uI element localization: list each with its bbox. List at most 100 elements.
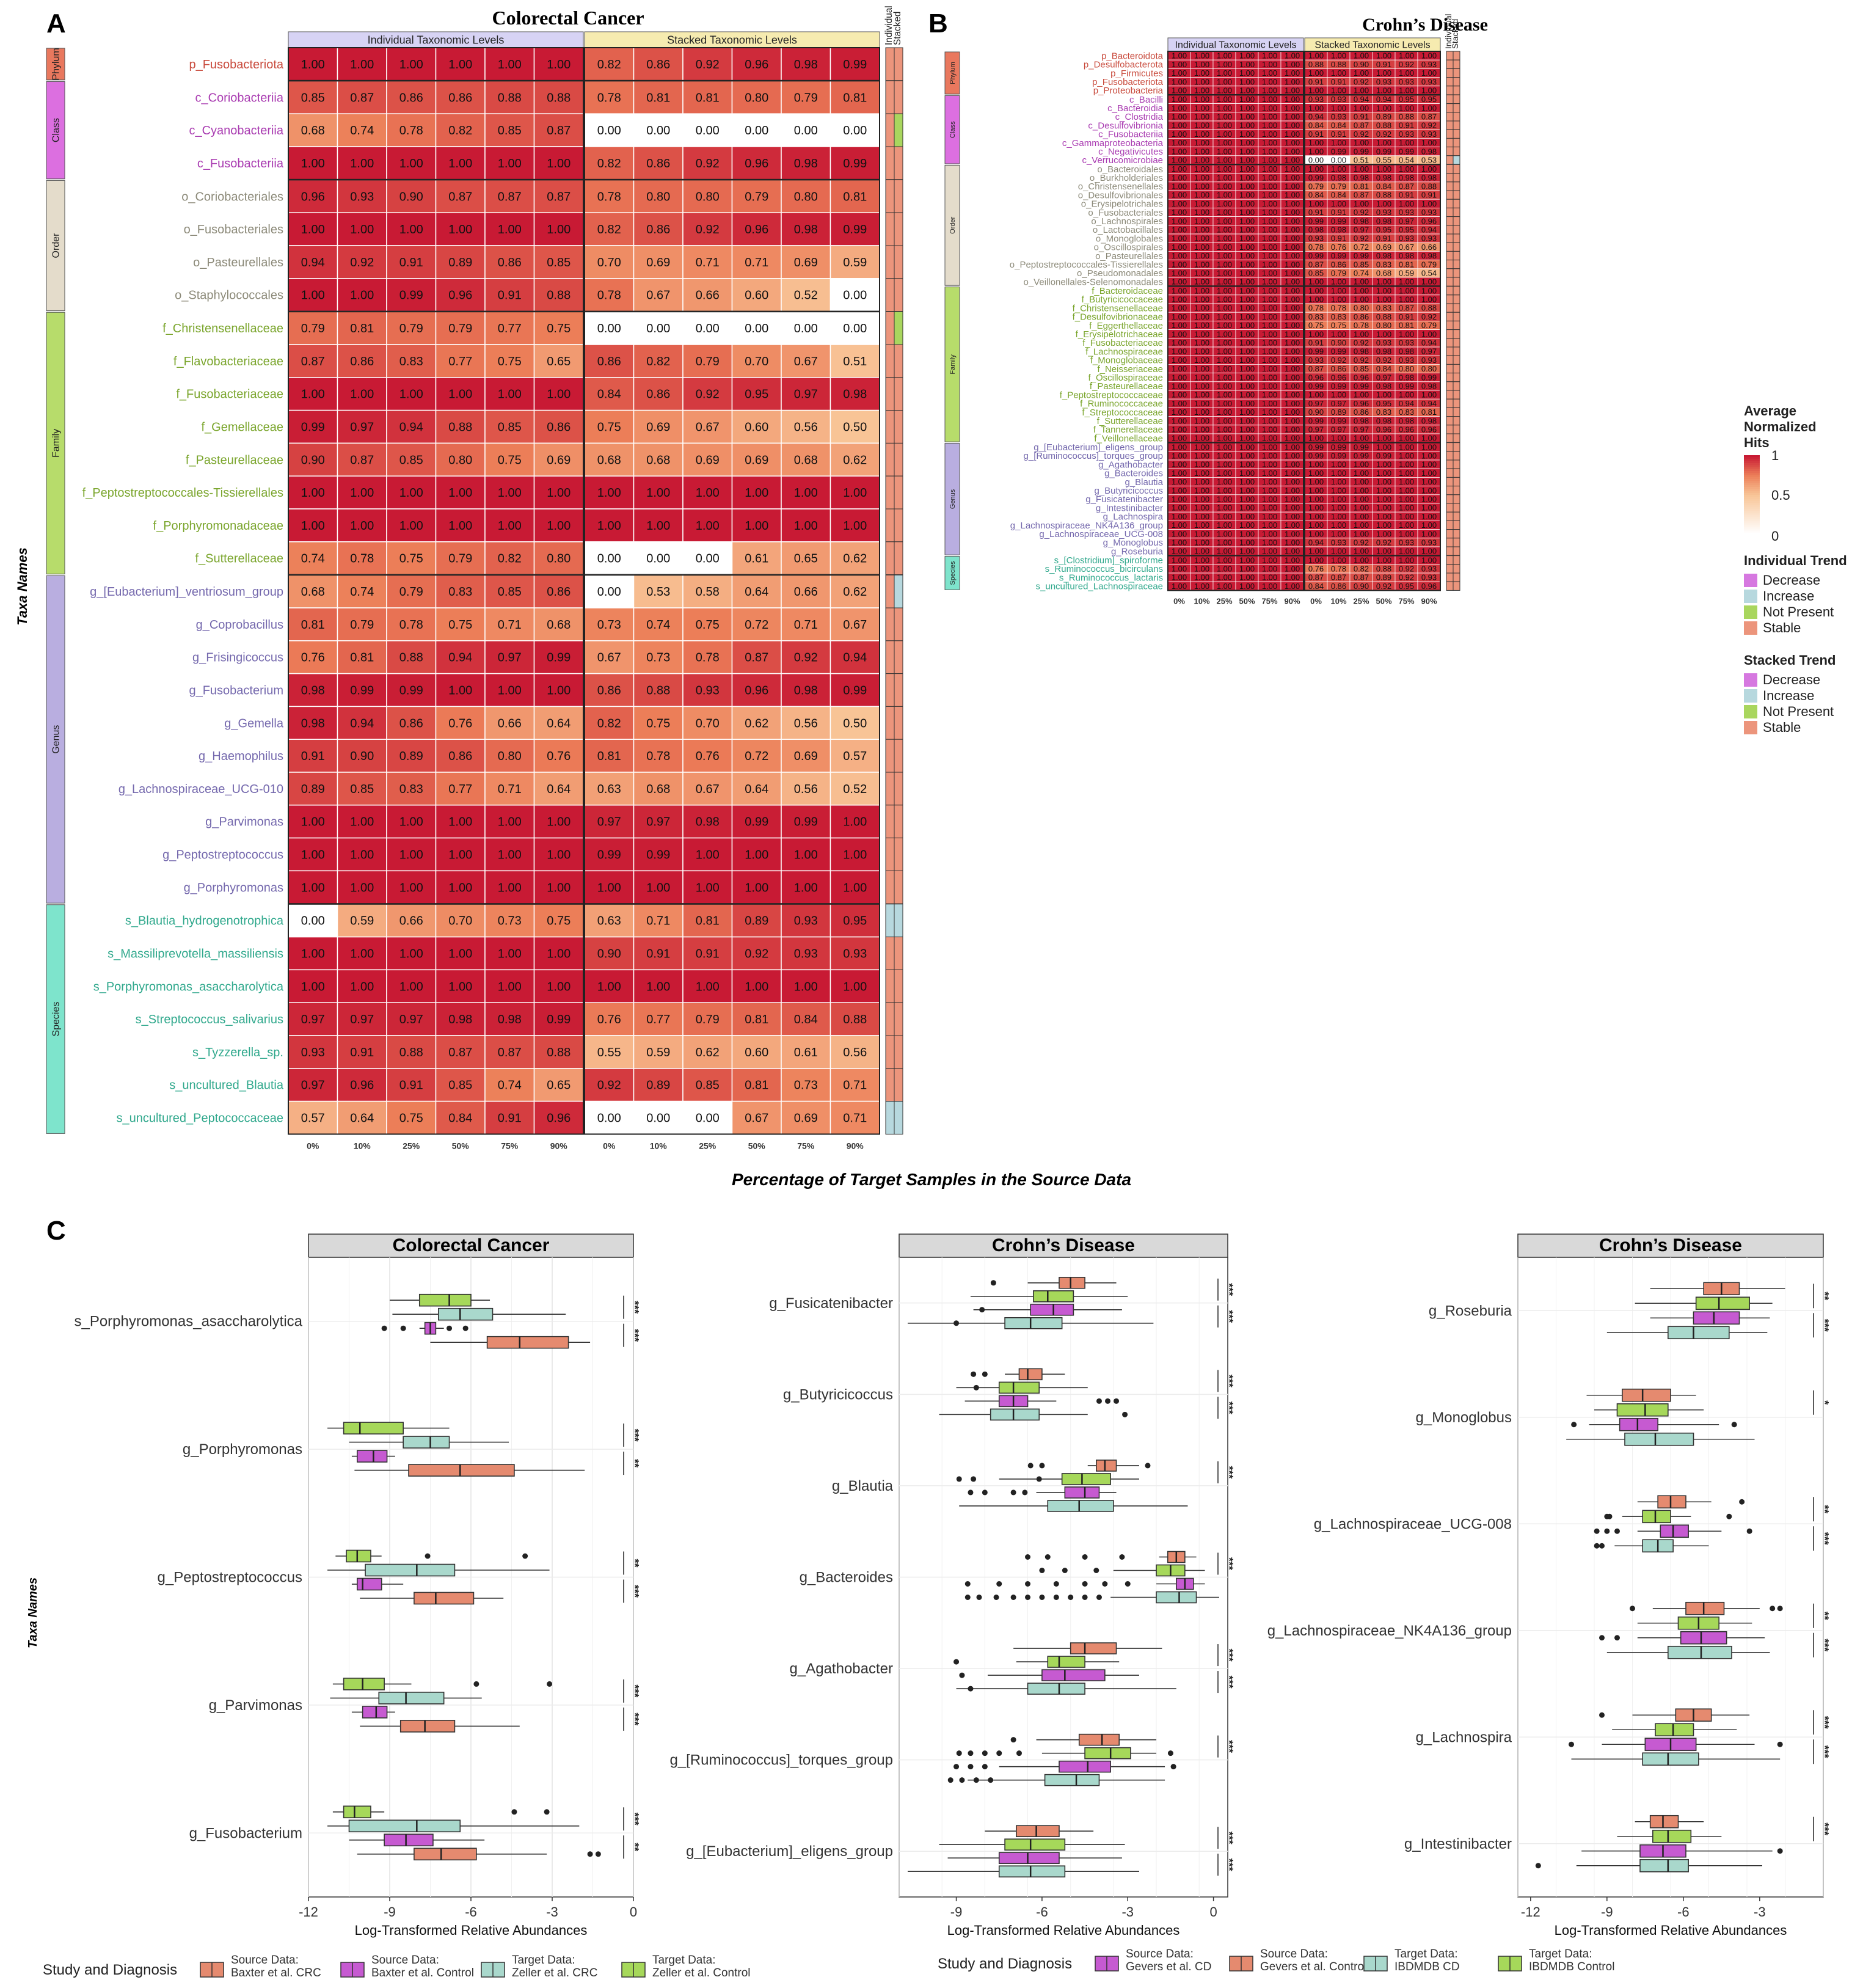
outlier xyxy=(1096,1595,1102,1600)
cell-value: 1.00 xyxy=(547,881,571,894)
outlier xyxy=(953,1764,960,1770)
heatmap-cell xyxy=(435,640,486,674)
outlier xyxy=(1068,1595,1074,1600)
cell-value: 0.98 xyxy=(696,816,720,829)
box xyxy=(1027,1683,1085,1695)
cell-value: 0.99 xyxy=(1331,416,1346,425)
heatmap-cell xyxy=(533,837,584,872)
cell-value: 1.00 xyxy=(1262,364,1277,373)
cell-value: 1.00 xyxy=(1194,191,1209,200)
heatmap-cell xyxy=(633,772,684,806)
cell-value: 1.00 xyxy=(1262,373,1277,382)
cell-value: 1.00 xyxy=(1239,103,1255,112)
cell-value: 0.86 xyxy=(350,355,374,368)
cell-value: 1.00 xyxy=(1331,86,1346,95)
heatmap-cell xyxy=(533,541,584,576)
heatmap-cell xyxy=(829,212,880,246)
cell-value: 1.00 xyxy=(1376,477,1391,486)
cell-value: 1.00 xyxy=(1331,529,1346,538)
heatmap-cell xyxy=(682,805,733,839)
heatmap-cell xyxy=(435,1100,486,1135)
individual-trend-cell xyxy=(1446,520,1454,530)
cell-value: 0.88 xyxy=(843,1013,867,1026)
cell-value: 0.94 xyxy=(1308,538,1324,547)
cell-value: 0.59 xyxy=(646,1046,670,1059)
cell-value: 1.00 xyxy=(1399,512,1414,521)
sig-stars: *** xyxy=(1223,1832,1235,1844)
heatmap-cell xyxy=(633,607,684,641)
heatmap-cell xyxy=(829,311,880,345)
cell-value: 1.00 xyxy=(350,157,374,170)
cell-value: 1.00 xyxy=(1172,434,1187,443)
stacked-trend-cell xyxy=(894,640,903,674)
cell-value: 1.00 xyxy=(1331,294,1346,304)
cell-value: 0.91 xyxy=(399,256,423,269)
cell-value: 1.00 xyxy=(1285,164,1300,174)
cell-value: 1.00 xyxy=(1194,390,1209,400)
individual-trend-cell xyxy=(1446,538,1454,547)
cell-value: 1.00 xyxy=(1239,547,1255,556)
heatmap-cell xyxy=(781,739,831,773)
cell-value: 0.98 xyxy=(794,223,818,236)
stacked-trend-cell xyxy=(1453,459,1460,469)
cell-value: 1.00 xyxy=(1172,425,1187,434)
heatmap-cell xyxy=(781,607,831,641)
box xyxy=(362,1706,388,1719)
cell-value: 1.00 xyxy=(1354,68,1369,78)
individual-trend-cell xyxy=(1446,216,1454,226)
cell-value: 0.87 xyxy=(448,190,472,203)
cell-value: 1.00 xyxy=(1172,225,1187,234)
taxon-label: s_Massiliprevotella_massiliensis xyxy=(108,948,283,961)
cell-value: 1.00 xyxy=(1285,538,1300,547)
cell-value: 1.00 xyxy=(448,388,472,401)
cell-value: 1.00 xyxy=(1217,304,1232,313)
cell-value: 0.87 xyxy=(1308,573,1324,582)
individual-trend-cell xyxy=(1446,373,1454,382)
facet-title: Crohn’s Disease xyxy=(992,1235,1135,1255)
cell-value: 0.87 xyxy=(301,355,325,368)
cell-value: 0.91 xyxy=(350,1046,374,1059)
cell-value: 0.93 xyxy=(1421,356,1437,365)
cell-value: 1.00 xyxy=(1331,164,1346,174)
cell-value: 1.00 xyxy=(1262,425,1277,434)
cell-value: 1.00 xyxy=(547,486,571,500)
cell-value: 0.81 xyxy=(1399,260,1414,269)
cell-value: 1.00 xyxy=(1285,373,1300,382)
cell-value: 0.91 xyxy=(399,1079,423,1092)
cell-value: 1.00 xyxy=(1172,181,1187,191)
box xyxy=(1649,1814,1679,1829)
heatmap-cell xyxy=(781,311,831,345)
cell-value: 0.87 xyxy=(448,1046,472,1059)
cell-value: 1.00 xyxy=(1217,573,1232,582)
taxon-label: s_uncultured_Peptococcaceae xyxy=(116,1112,283,1125)
individual-trend-cell xyxy=(1446,250,1454,261)
individual-trend-cell xyxy=(1446,355,1454,365)
cell-value: 1.00 xyxy=(1217,260,1232,269)
cell-value: 1.00 xyxy=(1285,234,1300,243)
cell-value: 1.00 xyxy=(399,519,423,533)
individual-trend-legend-swatch xyxy=(1744,605,1757,619)
cell-value: 0.87 xyxy=(1399,181,1414,191)
cell-value: 0.81 xyxy=(696,915,720,928)
cell-value: 1.00 xyxy=(1285,77,1300,86)
cell-value: 0.97 xyxy=(597,816,621,829)
cell-value: 1.00 xyxy=(1194,399,1209,408)
cell-value: 0.00 xyxy=(794,322,818,335)
cell-value: 1.00 xyxy=(1262,573,1277,582)
cell-value: 0.79 xyxy=(794,91,818,104)
stacked-trend-cell xyxy=(1453,77,1460,87)
cell-value: 0.73 xyxy=(597,618,621,632)
cell-value: 0.91 xyxy=(1376,234,1391,243)
cell-value: 1.00 xyxy=(1217,347,1232,356)
cell-value: 1.00 xyxy=(1376,103,1391,112)
cell-value: 1.00 xyxy=(1308,147,1324,156)
sig-stars: *** xyxy=(1223,1740,1235,1753)
cell-value: 1.00 xyxy=(1194,130,1209,139)
cell-value: 1.00 xyxy=(547,980,571,993)
cell-value: 1.00 xyxy=(301,223,325,236)
taxon-label: o_Fusobacteriales xyxy=(184,223,283,236)
stacked-trend-cell xyxy=(894,47,903,81)
cell-value: 0.83 xyxy=(399,355,423,368)
cell-value: 1.00 xyxy=(1262,338,1277,347)
cell-value: 0.87 xyxy=(547,190,571,203)
